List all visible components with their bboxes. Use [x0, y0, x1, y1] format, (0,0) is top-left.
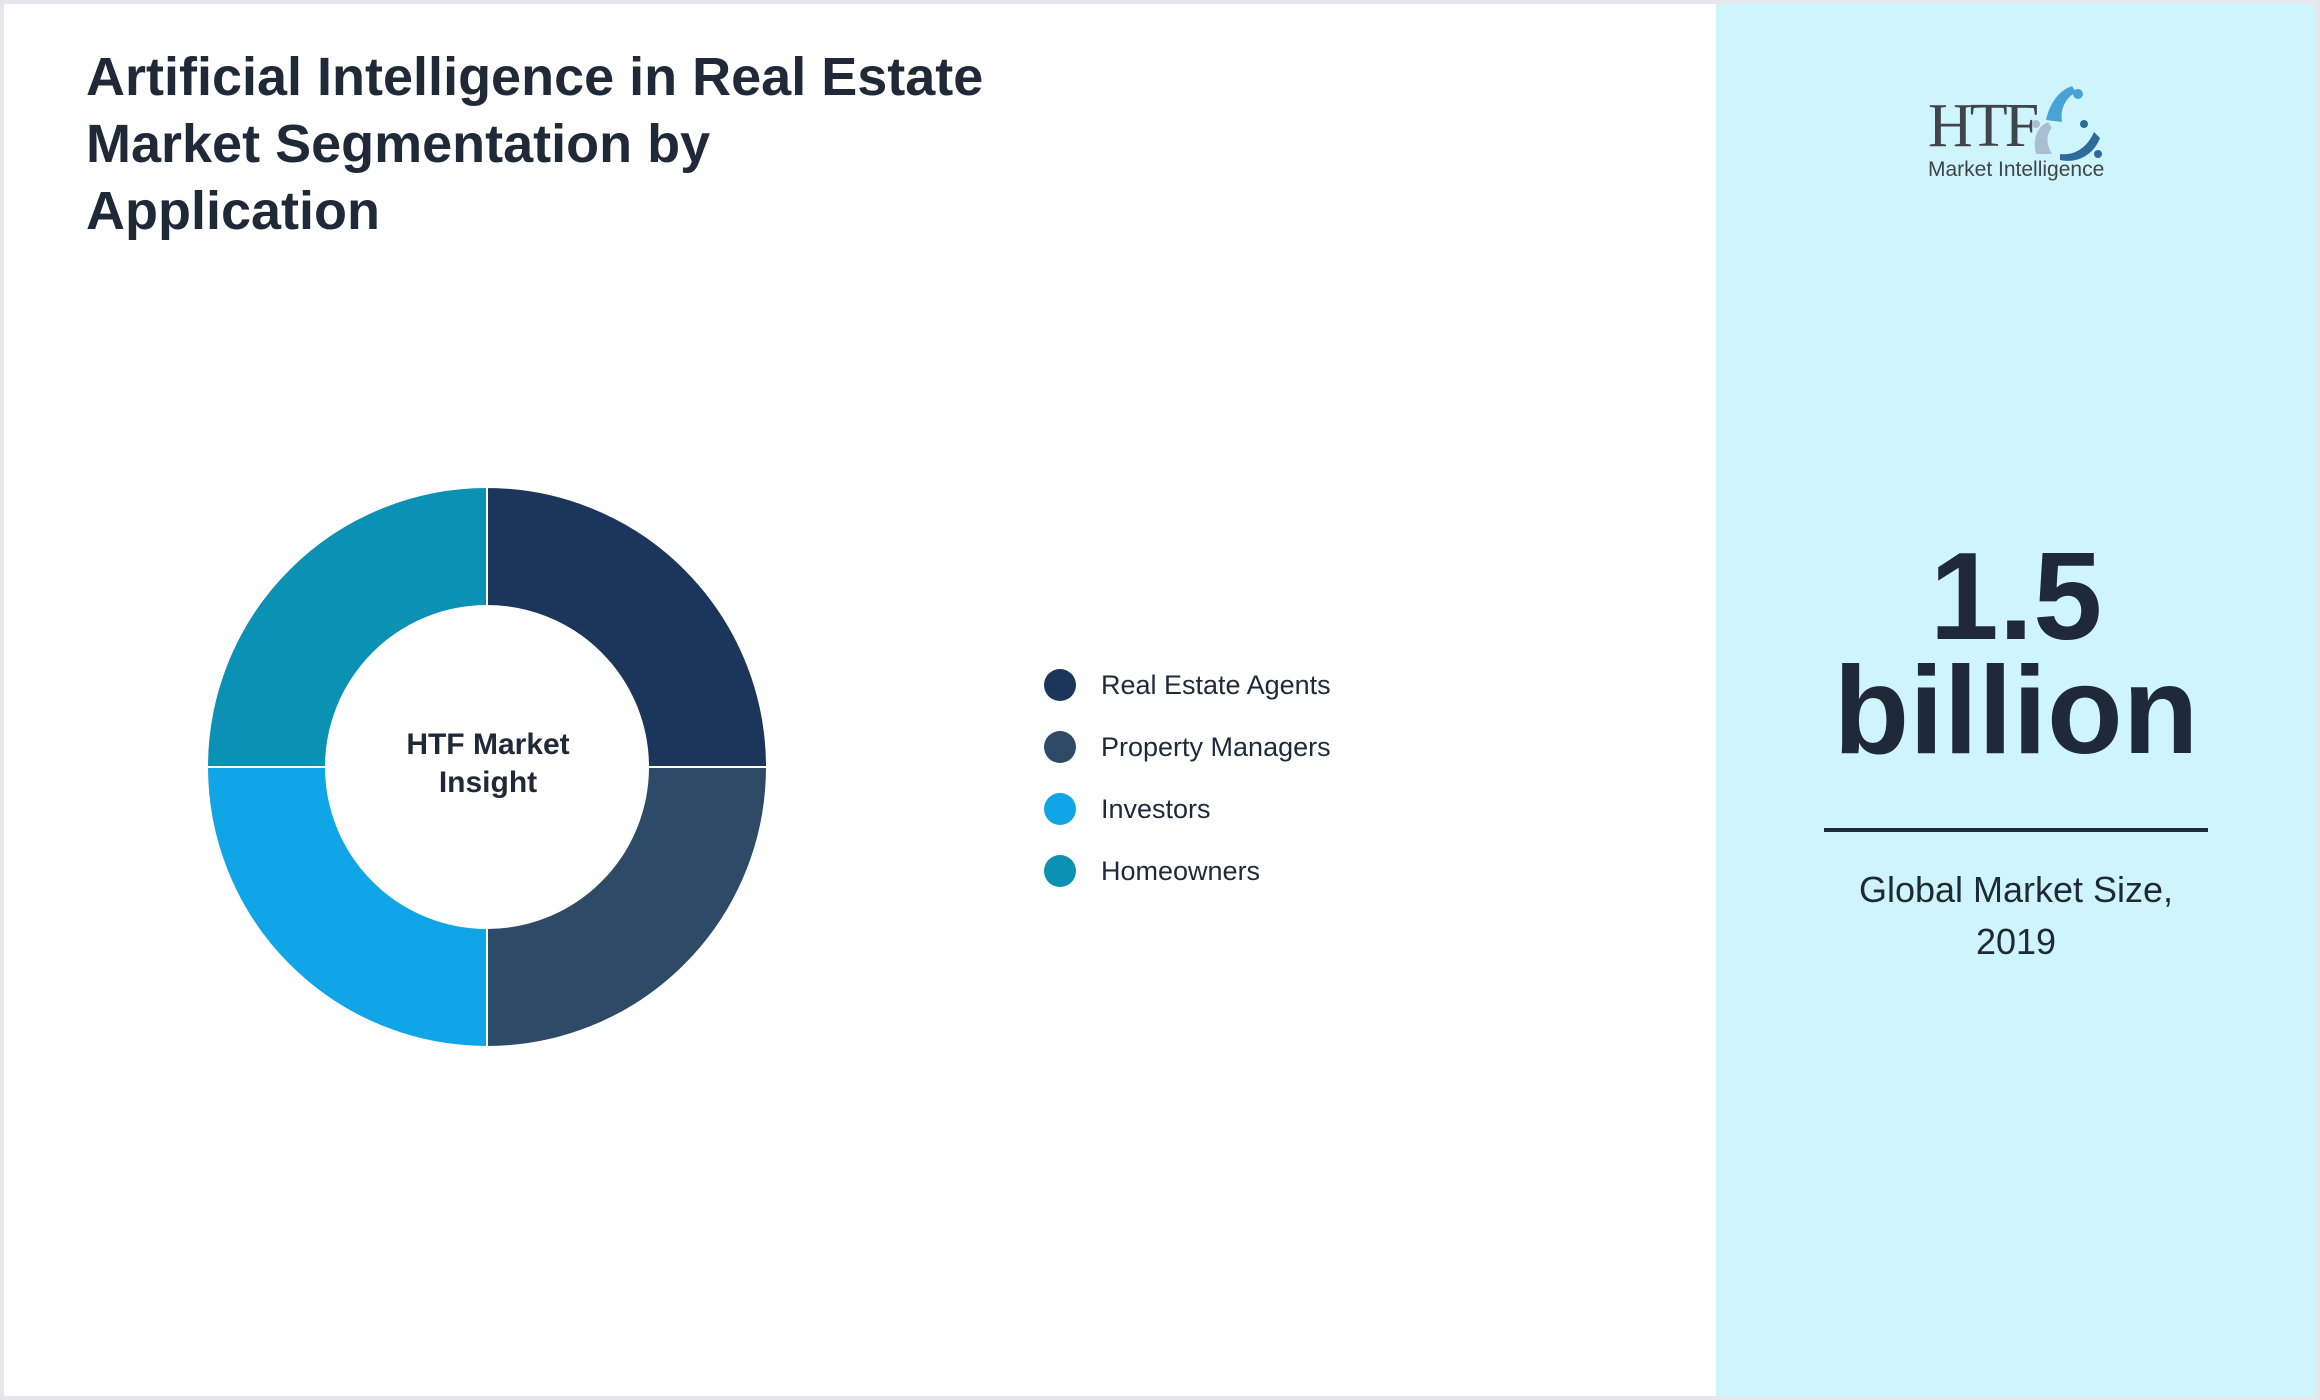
market-size-label: Global Market Size, 2019 — [1716, 864, 2316, 968]
market-size-year: 2019 — [1975, 921, 2057, 962]
legend-swatch-icon — [1044, 855, 1076, 887]
legend-label: Homeowners — [1101, 855, 1261, 886]
logo-tagline: Market Intelligence — [1928, 158, 2104, 181]
infographic-frame: Artificial Intelligence in Real Estate M… — [4, 4, 2316, 1396]
logo-people-icon — [2032, 86, 2102, 161]
legend-swatch-icon — [1044, 669, 1076, 701]
donut-chart — [205, 485, 769, 1049]
market-size-value: 1.5 billion — [1716, 528, 2316, 780]
title-line-2: Market Segmentation by — [86, 114, 711, 174]
legend-item-real-estate-agents: Real Estate Agents — [1044, 654, 1331, 716]
market-size-number: 1.5 — [1929, 528, 2103, 666]
legend-label: Property Managers — [1101, 731, 1331, 762]
donut-slice-investors — [205, 766, 488, 1049]
legend-swatch-icon — [1044, 793, 1076, 825]
center-label-line-1: HTF Market — [406, 728, 570, 761]
legend-item-property-managers: Property Managers — [1044, 716, 1331, 778]
legend-swatch-icon — [1044, 731, 1076, 763]
center-label-line-2: Insight — [438, 766, 538, 799]
donut-center-label: HTF Market Insight — [338, 726, 638, 802]
donut-slice-homeowners — [205, 485, 488, 768]
title-line-1: Artificial Intelligence in Real Estate — [86, 47, 984, 107]
donut-slices — [205, 485, 769, 1049]
donut-slice-real-estate-agents — [486, 485, 769, 768]
legend-item-homeowners: Homeowners — [1044, 840, 1331, 902]
donut-slice-property-managers — [486, 766, 769, 1049]
chart-title: Artificial Intelligence in Real Estate M… — [86, 44, 1086, 245]
legend-label: Investors — [1101, 793, 1211, 824]
logo-brand: HTF — [1928, 92, 2038, 160]
htf-logo: HTF Market Intelligence — [1928, 86, 2104, 181]
legend-label: Real Estate Agents — [1101, 669, 1331, 700]
market-size-label-line-1: Global Market Size, — [1858, 869, 2174, 910]
market-size-unit: billion — [1833, 642, 2199, 780]
legend-item-investors: Investors — [1044, 778, 1331, 840]
chart-legend: Real Estate Agents Property Managers Inv… — [1044, 654, 1331, 902]
kpi-divider — [1824, 828, 2208, 832]
title-line-3: Application — [86, 181, 380, 241]
kpi-panel: HTF Market Intelligence 1.5 billion Glob… — [1716, 4, 2316, 1396]
